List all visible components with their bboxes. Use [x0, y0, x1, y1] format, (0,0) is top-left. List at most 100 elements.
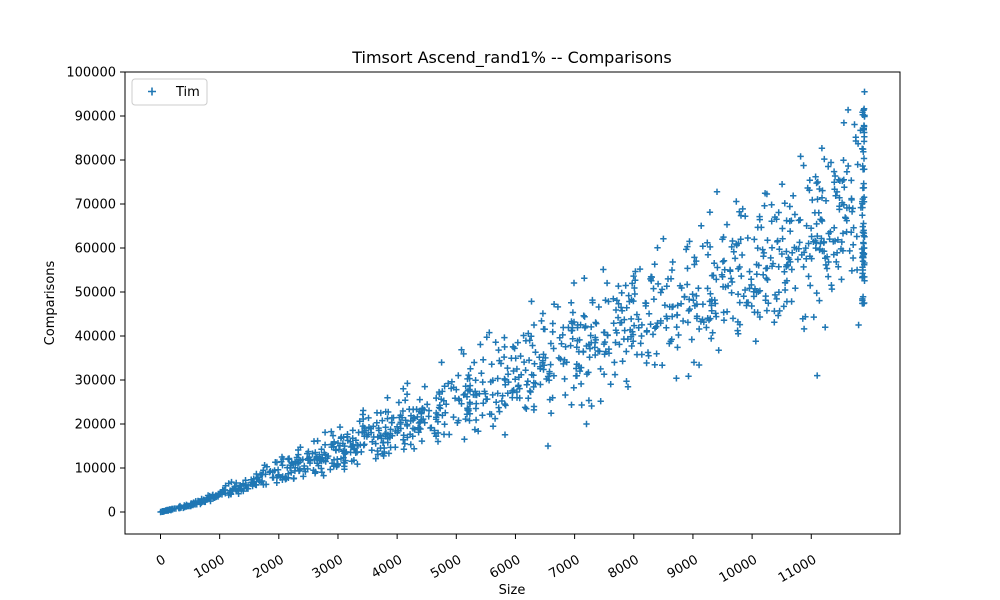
data-point [860, 244, 868, 252]
data-point [703, 324, 710, 331]
data-point [624, 383, 632, 390]
data-point [516, 385, 523, 392]
data-point [302, 468, 309, 475]
data-point [565, 324, 572, 331]
data-point [750, 293, 758, 300]
data-point [654, 319, 661, 327]
data-point [375, 427, 383, 434]
data-point [585, 397, 593, 404]
data-point [540, 366, 547, 373]
data-point [651, 261, 658, 268]
data-point [471, 391, 479, 399]
data-point [840, 157, 847, 164]
data-point [731, 255, 739, 262]
data-point [728, 278, 736, 286]
data-point [798, 251, 805, 259]
data-point [834, 236, 842, 243]
legend-label-tim: Tim [175, 85, 200, 100]
y-axis-label: Comparisons [43, 260, 58, 345]
data-point [831, 186, 838, 193]
data-point [674, 302, 681, 309]
data-point [796, 239, 803, 246]
data-point [786, 203, 793, 210]
data-point [620, 335, 628, 343]
data-point [613, 297, 621, 304]
data-point [708, 272, 716, 279]
data-point [578, 401, 585, 409]
data-point [855, 321, 862, 329]
y-tick-label: 60000 [75, 242, 116, 257]
data-point [244, 481, 252, 489]
data-point [762, 265, 770, 272]
y-tick-label: 10000 [75, 462, 116, 477]
data-point [359, 422, 367, 430]
data-point [719, 258, 727, 265]
data-point [861, 88, 868, 95]
data-point [825, 273, 832, 280]
data-point [736, 299, 743, 306]
data-point [860, 229, 868, 237]
data-point [838, 238, 845, 246]
data-point [249, 482, 256, 490]
data-point [313, 453, 321, 460]
data-point [439, 388, 446, 395]
data-point [739, 205, 746, 213]
data-point [403, 391, 411, 398]
data-point [336, 442, 344, 449]
data-point [762, 292, 769, 300]
data-point [306, 459, 314, 467]
data-point [860, 107, 867, 114]
data-point [611, 371, 619, 378]
data-point [465, 371, 472, 379]
data-point [805, 240, 812, 247]
data-point [370, 433, 377, 441]
data-point [713, 188, 721, 195]
data-point [558, 340, 565, 347]
data-point [184, 502, 191, 509]
data-point [848, 208, 856, 215]
data-point [532, 349, 539, 356]
data-point [660, 235, 667, 242]
data-point [611, 359, 618, 366]
data-point [372, 455, 379, 462]
data-point [567, 342, 574, 349]
data-point [568, 320, 576, 327]
data-point [683, 246, 690, 253]
data-point [711, 260, 718, 267]
data-point [835, 176, 842, 183]
data-point [775, 209, 782, 216]
data-point [525, 357, 533, 364]
y-tick-label: 50000 [75, 286, 116, 301]
data-point [845, 162, 852, 170]
data-point [814, 372, 821, 379]
data-point [805, 273, 812, 280]
data-point [499, 392, 506, 399]
data-point [843, 168, 851, 175]
data-point [350, 457, 358, 464]
data-point [206, 493, 214, 500]
data-point [763, 275, 770, 282]
data-point [800, 162, 807, 169]
data-point [522, 367, 529, 374]
data-point [441, 383, 448, 390]
data-point [550, 372, 558, 379]
data-point [657, 317, 664, 325]
data-point [800, 325, 808, 333]
data-point [466, 400, 474, 408]
data-point [413, 406, 420, 413]
data-point [491, 415, 499, 422]
data-point [379, 439, 387, 446]
data-point [684, 319, 692, 326]
data-point [594, 347, 602, 355]
data-point [296, 465, 304, 473]
data-point [808, 233, 815, 240]
y-tick-label: 90000 [75, 110, 116, 125]
data-point [306, 454, 313, 461]
data-point [605, 298, 612, 305]
data-point [803, 222, 810, 229]
data-point [440, 397, 447, 404]
data-point [618, 289, 625, 297]
data-point [465, 405, 472, 413]
data-point [407, 441, 414, 448]
data-point [860, 180, 867, 187]
